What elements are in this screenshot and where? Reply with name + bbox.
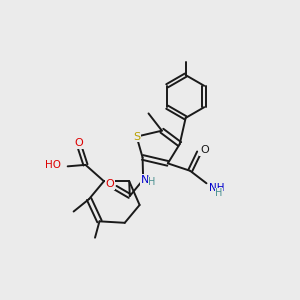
Text: H: H [148,177,156,187]
Text: N: N [140,175,149,185]
Text: O: O [200,145,209,155]
Text: NH: NH [209,183,224,193]
Text: H: H [215,188,223,198]
Text: HO: HO [45,160,61,170]
Text: O: O [74,138,83,148]
Text: S: S [133,132,140,142]
Text: O: O [106,179,115,189]
